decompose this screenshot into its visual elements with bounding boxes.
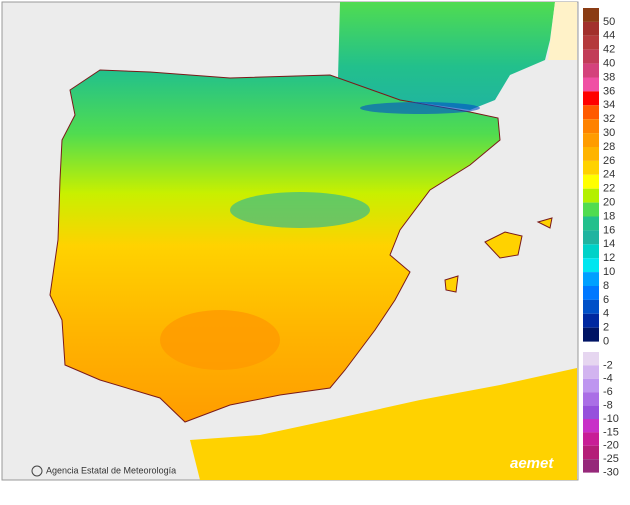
legend-label: 42 [603, 44, 615, 56]
legend-swatch [583, 188, 599, 203]
legend-swatch [583, 49, 599, 64]
legend-label: 14 [603, 238, 615, 250]
legend-label: 6 [603, 294, 609, 306]
credit: Agencia Estatal de Meteorología [46, 465, 176, 475]
mallorca [484, 231, 523, 259]
legend-swatch [583, 77, 599, 92]
ibiza [444, 275, 459, 293]
legend-swatch [583, 244, 599, 259]
legend-swatch [583, 313, 599, 328]
legend-label: 0 [603, 336, 609, 348]
legend-swatch [583, 8, 599, 22]
pyrenees [360, 102, 480, 114]
legend-label: 12 [603, 252, 615, 264]
legend-swatch [583, 147, 599, 161]
map: Agencia Estatal de Meteorología aemet [1, 1, 579, 481]
legend-label: 20 [603, 197, 615, 209]
legend-swatch [583, 299, 599, 314]
legend-label: 22 [603, 183, 615, 195]
legend-label: -4 [603, 373, 613, 385]
legend-swatch [583, 352, 599, 366]
legend-label: 38 [603, 71, 615, 83]
legend-swatch [583, 392, 599, 406]
legend-swatch [583, 35, 599, 50]
legend-label: 40 [603, 58, 615, 70]
legend-swatch [583, 365, 599, 379]
legend-label: -6 [603, 386, 613, 398]
legend-swatch [583, 202, 599, 217]
legend-label: 4 [603, 308, 609, 320]
legend-swatch [583, 133, 599, 147]
legend-label: -2 [603, 359, 613, 371]
legend-label: 32 [603, 113, 615, 125]
france [338, 2, 555, 110]
legend-swatch [583, 432, 599, 446]
legend-swatch [583, 216, 599, 231]
legend-label: 28 [603, 141, 615, 153]
legend-label: 50 [603, 16, 615, 28]
legend-swatch [583, 105, 599, 120]
legend-swatch [583, 378, 599, 393]
italy [548, 2, 577, 60]
legend-swatch [583, 419, 599, 433]
legend-swatch [583, 63, 599, 78]
legend-swatch [583, 272, 599, 286]
legend-swatch [583, 286, 599, 300]
legend-swatch [583, 327, 599, 342]
hot-zone [160, 310, 280, 370]
legend-label: -8 [603, 400, 613, 412]
legend-swatch [583, 160, 599, 175]
legend-label: -10 [603, 413, 619, 425]
legend-label: 10 [603, 266, 615, 278]
cool-zone [230, 192, 370, 228]
legend-label: 24 [603, 169, 615, 181]
legend: 5044424038363432302826242220181614121086… [583, 8, 619, 479]
legend-label: -15 [603, 426, 619, 438]
legend-swatch [583, 405, 599, 419]
legend-label: 36 [603, 85, 615, 97]
legend-label: -25 [603, 453, 619, 465]
legend-swatch [583, 174, 599, 189]
legend-label: -20 [603, 440, 619, 452]
legend-label: 34 [603, 99, 615, 111]
legend-label: 26 [603, 155, 615, 167]
legend-swatch [583, 258, 599, 273]
legend-swatch [583, 91, 599, 106]
legend-label: 16 [603, 224, 615, 236]
legend-swatch [583, 445, 599, 460]
logo: aemet [510, 455, 554, 472]
legend-label: 8 [603, 280, 609, 292]
legend-label: 18 [603, 210, 615, 222]
legend-swatch [583, 21, 599, 36]
africa [190, 368, 577, 480]
legend-label: 30 [603, 127, 615, 139]
legend-label: 44 [603, 30, 615, 42]
legend-swatch [583, 230, 599, 245]
menorca [536, 217, 553, 229]
legend-label: -30 [603, 467, 619, 479]
legend-swatch [583, 459, 599, 473]
credit-icon [31, 465, 43, 477]
legend-swatch [583, 119, 599, 134]
legend-label: 2 [603, 322, 609, 334]
